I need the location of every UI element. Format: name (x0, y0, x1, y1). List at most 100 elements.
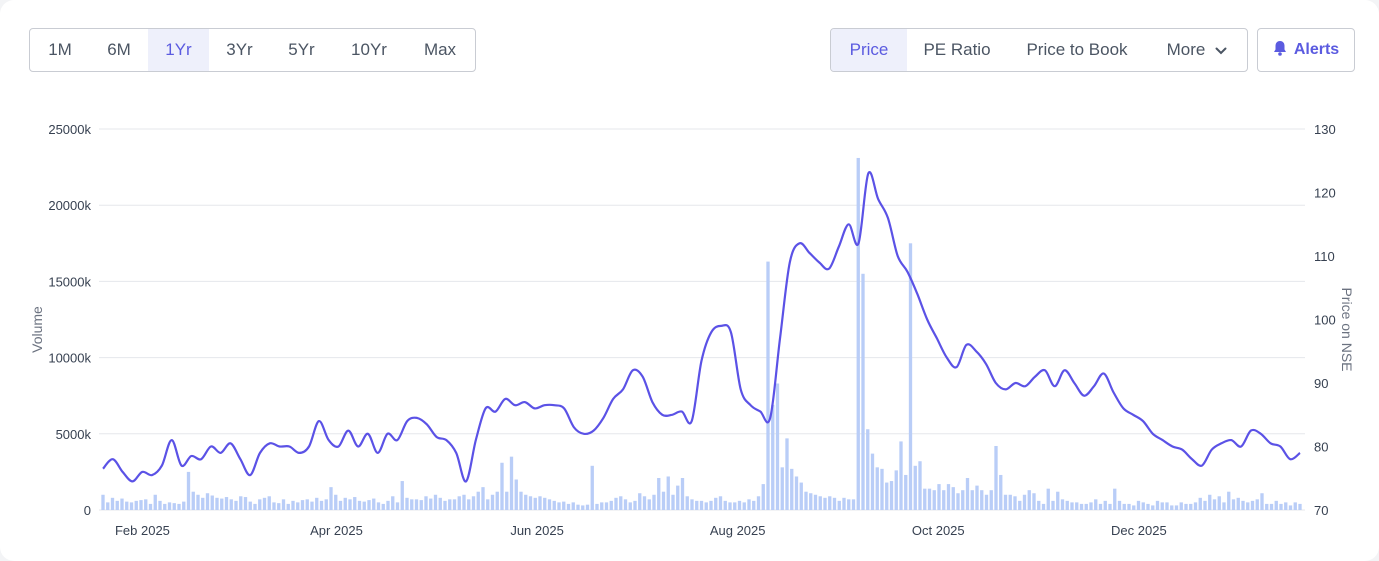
volume-bar (277, 503, 281, 510)
volume-bar (790, 468, 794, 510)
volume-bar (196, 494, 200, 510)
time-range-selector: 1M 6M 1Yr 3Yr 5Yr 10Yr Max (29, 28, 476, 72)
alerts-button[interactable]: Alerts (1257, 28, 1355, 72)
volume-bar (267, 496, 271, 510)
volume-bar (562, 501, 566, 510)
volume-bar (410, 499, 414, 510)
metric-tab-pe-ratio[interactable]: PE Ratio (907, 29, 1007, 71)
metric-tab-more[interactable]: More (1147, 29, 1247, 71)
volume-bar (1241, 500, 1245, 510)
chevron-down-icon (1215, 40, 1227, 60)
volume-bar (476, 491, 480, 510)
y-right-tick-label: 80 (1314, 440, 1328, 455)
tab-label: 10Yr (351, 40, 387, 59)
volume-bar (813, 494, 818, 510)
volume-bar (448, 499, 452, 510)
volume-bar (148, 503, 153, 510)
volume-bar (647, 499, 651, 510)
volume-bar (177, 503, 181, 510)
volume-bar (799, 482, 803, 510)
tab-label: Max (423, 40, 457, 59)
volume-bar (1217, 496, 1221, 510)
metric-tab-price[interactable]: Price (831, 29, 907, 71)
x-tick-label: Aug 2025 (710, 523, 766, 538)
volume-bar (747, 499, 751, 510)
volume-bar (965, 477, 970, 510)
volume-bar (818, 496, 822, 510)
volume-bar (1046, 488, 1050, 510)
volume-bar (291, 500, 295, 510)
volume-bar (547, 499, 552, 510)
volume-bar (657, 477, 661, 510)
x-tick-label: Apr 2025 (310, 523, 363, 538)
tab-6m[interactable]: 6M (90, 29, 148, 71)
volume-bar (248, 501, 252, 510)
volume-bar (343, 497, 347, 510)
volume-bar (471, 496, 476, 510)
volume-bar (220, 498, 224, 510)
volume-bar (576, 504, 580, 510)
volume-bar (780, 467, 784, 510)
volume-bar (1246, 502, 1250, 510)
volume-bar (391, 496, 395, 510)
x-tick-label: Dec 2025 (1111, 523, 1167, 538)
tab-label: 1Yr (165, 40, 192, 59)
volume-bar (1132, 505, 1136, 510)
volume-bar (101, 494, 105, 510)
volume-bar (400, 481, 404, 510)
y-right-tick-label: 130 (1314, 122, 1336, 137)
volume-bar (1117, 500, 1122, 510)
volume-bar (699, 500, 704, 510)
tab-label: 5Yr (288, 40, 315, 59)
y-left-axis-title: Volume (29, 306, 45, 353)
volume-bar (851, 499, 856, 510)
volume-bar (600, 502, 604, 510)
volume-bar (467, 499, 471, 510)
volume-bar (633, 500, 637, 510)
x-tick-label: Jun 2025 (510, 523, 564, 538)
volume-bar (761, 484, 765, 510)
volume-bar (718, 496, 723, 510)
volume-bar (543, 497, 547, 510)
tab-3yr[interactable]: 3Yr (209, 29, 270, 71)
volume-bar (956, 493, 960, 510)
volume-bar (533, 497, 537, 510)
volume-bar (115, 500, 119, 510)
metric-tab-price-to-book[interactable]: Price to Book (1007, 29, 1147, 71)
volume-bar (585, 504, 590, 510)
tab-1m[interactable]: 1M (30, 29, 90, 71)
volume-bar (1079, 503, 1084, 510)
tab-1yr[interactable]: 1Yr (148, 29, 209, 71)
y-right-axis-title: Price on NSE (1339, 287, 1355, 371)
volume-bar (457, 496, 461, 510)
volume-bar (885, 482, 889, 510)
grid-lines (99, 128, 1305, 511)
volume-bar (1265, 503, 1269, 510)
volume-bar (438, 497, 442, 510)
tab-label: 6M (107, 40, 131, 59)
volume-bar (1065, 500, 1069, 510)
volume-bar (1293, 502, 1297, 510)
volume-bar (1203, 500, 1207, 510)
volume-bar (908, 243, 913, 511)
volume-bar (215, 497, 219, 510)
volume-bar (775, 383, 780, 510)
volume-bar (1103, 500, 1107, 510)
volume-bar (1094, 499, 1098, 510)
tab-max[interactable]: Max (405, 29, 475, 71)
volume-bar (1122, 503, 1126, 510)
volume-bar (999, 474, 1003, 510)
volume-bar (913, 465, 917, 510)
volume-bar (1089, 502, 1093, 510)
volume-bar (1037, 500, 1041, 510)
volume-bar (324, 499, 328, 510)
tab-5yr[interactable]: 5Yr (270, 29, 333, 71)
volume-bar (452, 499, 457, 510)
tab-10yr[interactable]: 10Yr (333, 29, 405, 71)
volume-bar (927, 488, 932, 510)
volume-bar (671, 494, 675, 510)
y-right-tick-label: 90 (1314, 376, 1328, 391)
volume-bar (1298, 503, 1302, 510)
y-left-tick-label: 0 (84, 503, 91, 518)
volume-bar (552, 500, 556, 510)
